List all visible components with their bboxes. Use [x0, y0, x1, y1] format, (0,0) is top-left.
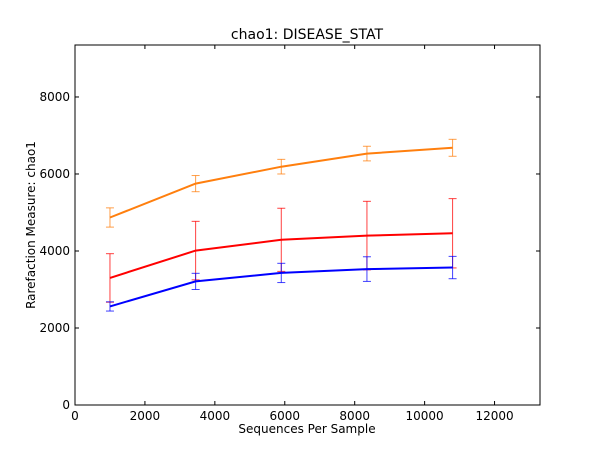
x-tick-label: 4000	[200, 409, 231, 423]
chart-title: chao1: DISEASE_STAT	[231, 27, 384, 43]
y-tick-label: 2000	[39, 321, 70, 335]
series-line-2	[109, 266, 453, 308]
y-tick-label: 8000	[39, 90, 70, 104]
y-tick-label: 6000	[39, 167, 70, 181]
series-line-0	[109, 146, 453, 219]
series-line-1	[109, 232, 453, 279]
x-tick-label: 2000	[130, 409, 161, 423]
x-tick-label: 8000	[339, 409, 370, 423]
y-tick-label: 4000	[39, 244, 70, 258]
x-tick-label: 10000	[406, 409, 444, 423]
plot-frame	[74, 44, 541, 406]
x-tick-label: 12000	[475, 409, 513, 423]
x-tick-label: 0	[71, 409, 79, 423]
y-tick-label: 0	[62, 398, 70, 412]
x-tick-label: 6000	[270, 409, 301, 423]
y-axis-label: Rarefaction Measure: chao1	[24, 141, 38, 309]
x-axis-label: Sequences Per Sample	[238, 422, 375, 436]
